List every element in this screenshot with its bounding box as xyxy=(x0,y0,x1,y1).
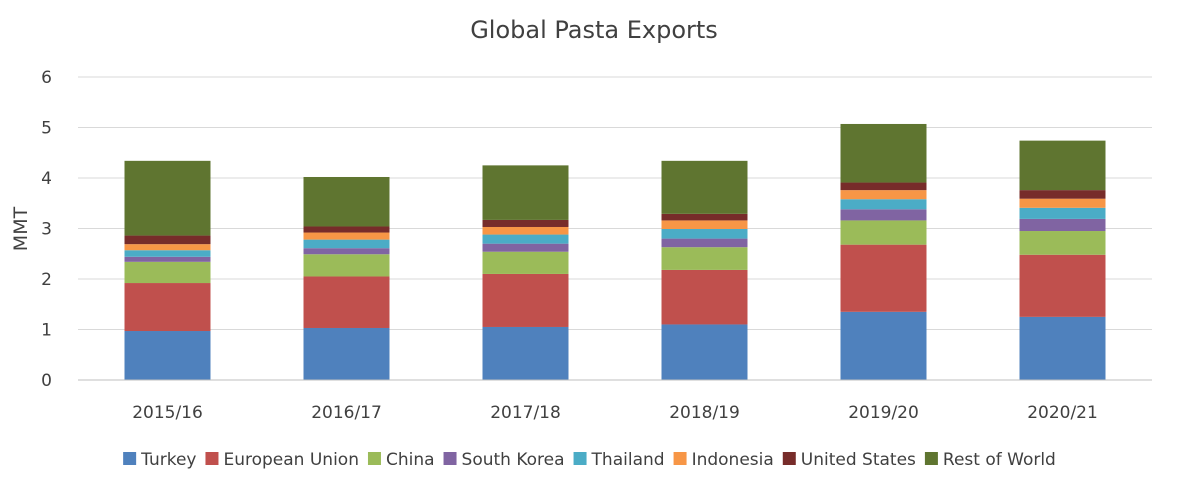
legend-label: Turkey xyxy=(140,450,196,470)
x-tick-label: 2015/16 xyxy=(132,403,203,423)
y-tick-labels: 0 1 2 3 4 5 6 xyxy=(41,68,52,391)
bar-segment-european-union xyxy=(840,244,927,312)
bar-segment-european-union xyxy=(124,283,211,332)
legend-label: China xyxy=(386,450,435,470)
y-tick-label: 2 xyxy=(41,270,52,290)
bar-segment-rest-of-world xyxy=(1019,140,1106,191)
bar-segment-thailand xyxy=(661,229,748,239)
bar-segment-china xyxy=(303,254,390,277)
legend-label: Indonesia xyxy=(692,450,774,470)
legend-swatch xyxy=(782,452,796,465)
bar-segment-indonesia xyxy=(303,232,390,240)
legend-swatch xyxy=(205,452,219,465)
legend-label: South Korea xyxy=(462,450,565,470)
gridlines xyxy=(78,76,1152,330)
x-tick-label: 2016/17 xyxy=(311,403,382,423)
bar-segment-china xyxy=(124,261,211,284)
bar-segment-european-union xyxy=(482,273,569,327)
bar-segment-rest-of-world xyxy=(661,160,748,214)
bar-segment-turkey xyxy=(482,326,569,380)
bar-segment-turkey xyxy=(1019,316,1106,380)
bars xyxy=(124,123,1106,380)
y-tick-label: 4 xyxy=(41,169,52,189)
bar-segment-european-union xyxy=(661,269,748,325)
bar-segment-china xyxy=(1019,231,1106,255)
bar-segment-south-korea xyxy=(124,256,211,262)
bar-segment-thailand xyxy=(124,250,211,257)
bar-segment-south-korea xyxy=(840,209,927,221)
bar-segment-turkey xyxy=(124,331,211,380)
bar-segment-thailand xyxy=(840,199,927,210)
bar-segment-thailand xyxy=(303,239,390,249)
chart-title: Global Pasta Exports xyxy=(470,16,718,44)
y-tick-label: 3 xyxy=(41,220,52,240)
bar-segment-indonesia xyxy=(661,220,748,230)
legend-swatch xyxy=(573,452,587,465)
bar-segment-indonesia xyxy=(840,190,927,200)
legend-swatch xyxy=(443,452,457,465)
bar-segment-turkey xyxy=(840,311,927,380)
bar-segment-china xyxy=(840,220,927,245)
bar-segment-china xyxy=(482,251,569,274)
bar-segment-south-korea xyxy=(1019,218,1106,232)
y-tick-label: 1 xyxy=(41,321,52,341)
bar-segment-turkey xyxy=(303,327,390,380)
bar-segment-indonesia xyxy=(1019,198,1106,208)
bar-segment-rest-of-world xyxy=(124,160,211,236)
legend-label: Rest of World xyxy=(943,450,1056,470)
x-tick-label: 2019/20 xyxy=(848,403,919,423)
bar-segment-thailand xyxy=(1019,207,1106,219)
legend-swatch xyxy=(367,452,381,465)
legend-label: United States xyxy=(801,450,916,470)
bar-segment-rest-of-world xyxy=(840,123,927,183)
x-tick-label: 2017/18 xyxy=(490,403,561,423)
bar-segment-united-states xyxy=(840,182,927,191)
bar-segment-thailand xyxy=(482,234,569,244)
bar-segment-european-union xyxy=(1019,254,1106,317)
x-tick-labels: 2015/16 2016/17 2017/18 2018/19 2019/20 2020/… xyxy=(132,403,1098,423)
bar-segment-united-states xyxy=(124,235,211,245)
bar-segment-indonesia xyxy=(124,244,211,251)
legend: Turkey European Union China South Korea Thai… xyxy=(123,450,1056,470)
y-tick-label: 0 xyxy=(41,371,52,391)
bar-segment-united-states xyxy=(482,219,569,227)
bar-segment-china xyxy=(661,247,748,270)
y-tick-label: 5 xyxy=(41,119,52,139)
x-tick-label: 2020/21 xyxy=(1027,403,1098,423)
bar-segment-european-union xyxy=(303,276,390,328)
bar-segment-indonesia xyxy=(482,226,569,235)
y-axis-title: MMT xyxy=(10,206,32,251)
bar-segment-south-korea xyxy=(482,243,569,252)
bar-segment-united-states xyxy=(1019,190,1106,199)
legend-swatch xyxy=(924,452,938,465)
bar-segment-rest-of-world xyxy=(482,165,569,220)
bar-segment-united-states xyxy=(303,226,390,233)
legend-swatch xyxy=(123,452,137,465)
bar-segment-united-states xyxy=(661,213,748,221)
bar-segment-rest-of-world xyxy=(303,176,390,227)
bar-segment-south-korea xyxy=(661,238,748,248)
bar-segment-south-korea xyxy=(303,248,390,255)
y-tick-label: 6 xyxy=(41,68,52,88)
x-tick-label: 2018/19 xyxy=(669,403,740,423)
legend-swatch xyxy=(673,452,687,465)
legend-label: Thailand xyxy=(591,450,665,470)
bar-segment-turkey xyxy=(661,324,748,380)
legend-label: European Union xyxy=(223,450,359,470)
